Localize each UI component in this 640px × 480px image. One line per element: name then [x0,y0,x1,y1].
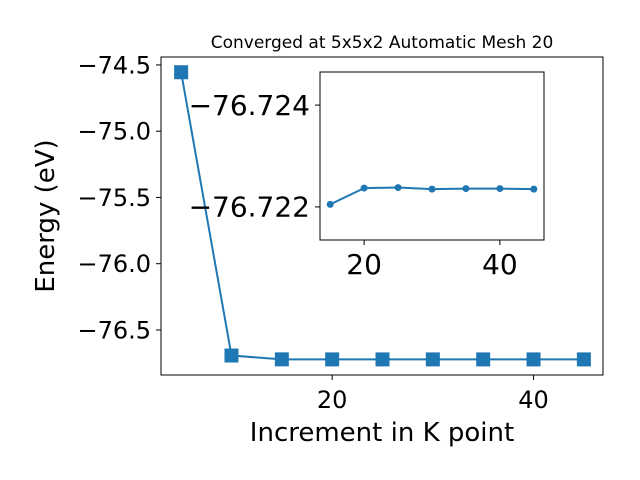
main-y-tick-label: −75.5 [77,184,151,212]
inset-y-tick-label: −76.722 [189,191,310,224]
inset-data-point [428,185,436,193]
inset-frame [319,71,545,241]
main-data-point [576,352,591,367]
main-x-tick-label: 20 [317,386,348,414]
inset-y-tick-label: −76.724 [189,89,310,122]
main-data-point [526,352,541,367]
main-data-point [274,352,289,367]
inset-data-point [496,185,504,193]
main-y-tick-label: −76.0 [77,250,151,278]
y-axis-title: Energy (eV) [31,139,61,292]
main-y-tick-label: −75.0 [77,118,151,146]
inset-data-point [462,185,470,193]
inset-data-point [326,200,334,208]
main-y-tick-label: −76.5 [77,316,151,344]
main-y-tick-label: −74.5 [77,51,151,79]
inset-background [320,72,544,240]
inset-x-tick-label: 40 [482,248,518,281]
x-axis-title: Increment in K point [250,418,514,448]
inset-data-point [360,184,368,192]
main-axes: 20 40 −74.5 −75.0 −75.5 −76.0 −76.5 [77,51,604,414]
main-x-tick-label: 40 [518,386,549,414]
inset-data-point [394,184,402,192]
main-data-point [224,348,239,363]
main-frame [160,56,604,376]
inset-x-tick-label: 20 [346,248,382,281]
main-data-point [425,352,440,367]
inset-data-point [530,185,538,193]
main-data-point [325,352,340,367]
inset-axes: 20 40 −76.724 −76.722 [189,71,545,281]
main-data-point [174,65,189,80]
main-data-point [476,352,491,367]
main-data-point [375,352,390,367]
chart-title: Converged at 5x5x2 Automatic Mesh 20 [211,33,554,53]
